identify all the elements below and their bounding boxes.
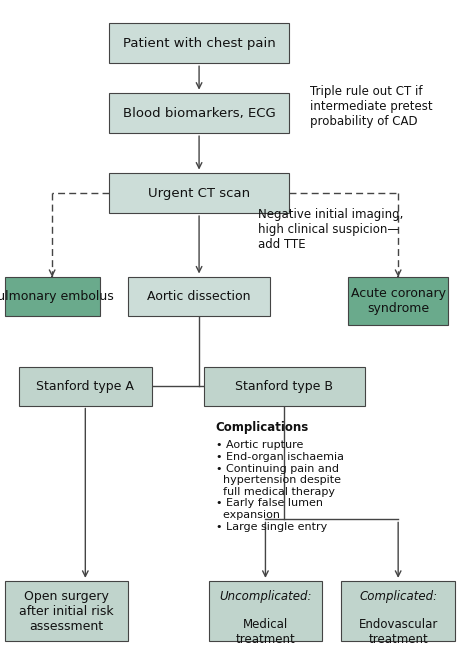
Text: Triple rule out CT if
intermediate pretest
probability of CAD: Triple rule out CT if intermediate prete… [310,85,433,128]
Bar [5,581,128,641]
Text: Medical
treatment: Medical treatment [236,618,295,646]
Text: Complicated:: Complicated: [359,590,437,603]
Bar [109,23,289,63]
Bar [19,367,152,406]
Bar [109,173,289,213]
Bar [341,581,455,641]
Text: Stanford type A: Stanford type A [36,380,134,393]
Text: Acute coronary
syndrome: Acute coronary syndrome [351,287,446,315]
Text: Negative initial imaging,
high clinical suspicion—
add TTE: Negative initial imaging, high clinical … [258,208,404,251]
Text: • Aortic rupture
• End-organ ischaemia
• Continuing pain and
  hypertension desp: • Aortic rupture • End-organ ischaemia •… [216,440,344,531]
Bar [128,277,270,316]
Text: Blood biomarkers, ECG: Blood biomarkers, ECG [123,107,275,120]
Text: Patient with chest pain: Patient with chest pain [123,37,275,50]
Text: Stanford type B: Stanford type B [236,380,333,393]
Bar [204,367,365,406]
Text: Pulmonary embolus: Pulmonary embolus [0,290,114,303]
Bar [5,277,100,316]
Text: Open surgery
after initial risk
assessment: Open surgery after initial risk assessme… [19,590,114,633]
Text: Urgent CT scan: Urgent CT scan [148,186,250,200]
Bar [209,581,322,641]
Bar [348,277,448,325]
Text: Endovascular
treatment: Endovascular treatment [358,618,438,646]
Bar [109,93,289,133]
Text: Uncomplicated:: Uncomplicated: [219,590,312,603]
Text: Aortic dissection: Aortic dissection [147,290,251,303]
Text: Complications: Complications [216,421,309,434]
